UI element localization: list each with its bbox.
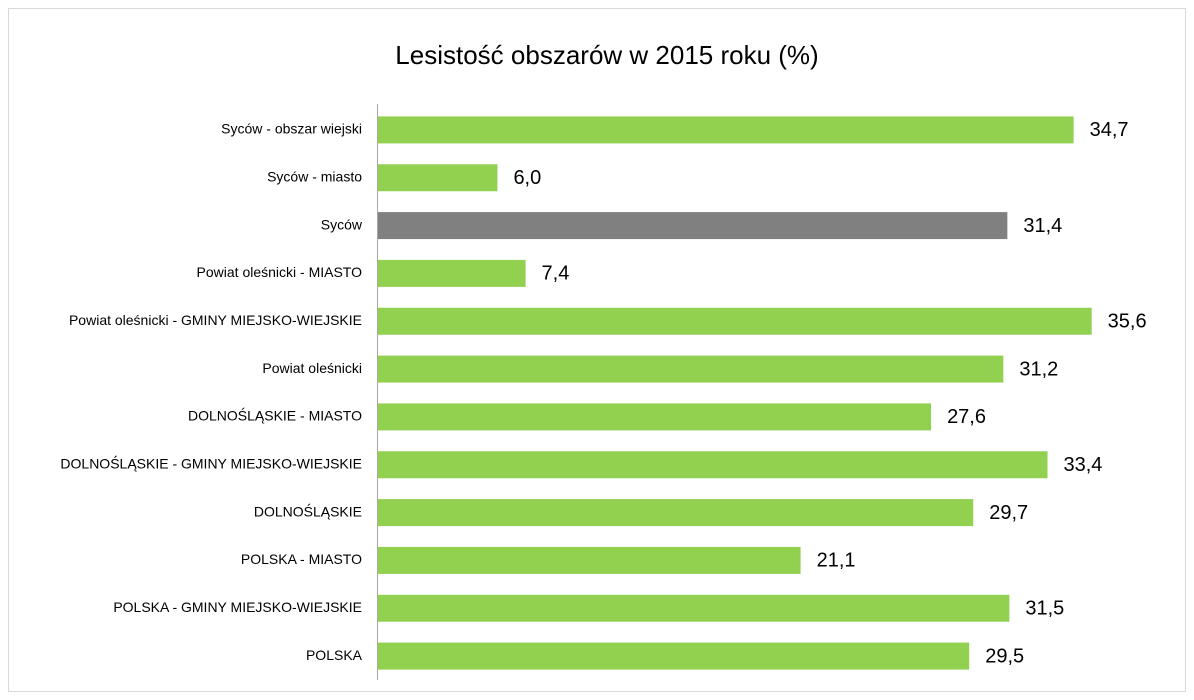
data-label: 21,1 xyxy=(817,550,856,572)
data-label: 35,6 xyxy=(1108,311,1147,333)
bar xyxy=(377,116,1074,144)
data-label: 34,7 xyxy=(1090,119,1129,141)
y-tick-label: POLSKA - MIASTO xyxy=(241,551,362,567)
bar xyxy=(377,355,1004,383)
y-tick-label: POLSKA - GMINY MIEJSKO-WIEJSKIE xyxy=(113,599,362,615)
bar xyxy=(377,212,1008,240)
data-label: 31,4 xyxy=(1023,215,1062,237)
bar xyxy=(377,307,1092,335)
y-tick-label: Powiat oleśnicki - MIASTO xyxy=(197,264,363,280)
y-tick-label: DOLNOŚLĄSKIE xyxy=(254,502,362,519)
bar xyxy=(377,546,801,574)
data-label: 7,4 xyxy=(542,263,570,285)
data-label: 31,5 xyxy=(1025,598,1064,620)
y-tick-label: POLSKA xyxy=(306,647,363,663)
bar xyxy=(377,499,974,527)
bar xyxy=(377,403,932,431)
y-tick-label: DOLNOŚLĄSKIE - GMINY MIEJSKO-WIEJSKIE xyxy=(60,454,362,471)
bar xyxy=(377,164,498,192)
y-tick-label: Syców - miasto xyxy=(267,168,362,184)
data-label: 33,4 xyxy=(1064,454,1103,476)
data-label: 6,0 xyxy=(513,167,541,189)
y-tick-label: Powiat oleśnicki xyxy=(262,360,362,376)
chart-title: Lesistość obszarów w 2015 roku (%) xyxy=(395,40,818,70)
bar xyxy=(377,259,526,287)
bar xyxy=(377,642,970,670)
bar xyxy=(377,451,1048,479)
data-label: 31,2 xyxy=(1019,358,1058,380)
bar xyxy=(377,594,1010,622)
y-tick-label: Syców xyxy=(321,216,363,232)
chart-frame xyxy=(8,8,1186,692)
data-label: 29,7 xyxy=(989,502,1028,524)
y-tick-label: Syców - obszar wiejski xyxy=(221,121,362,137)
data-label: 27,6 xyxy=(947,406,986,428)
data-label: 29,5 xyxy=(985,645,1024,667)
y-tick-label: DOLNOŚLĄSKIE - MIASTO xyxy=(188,407,362,424)
y-tick-label: Powiat oleśnicki - GMINY MIEJSKO-WIEJSKI… xyxy=(69,312,362,328)
